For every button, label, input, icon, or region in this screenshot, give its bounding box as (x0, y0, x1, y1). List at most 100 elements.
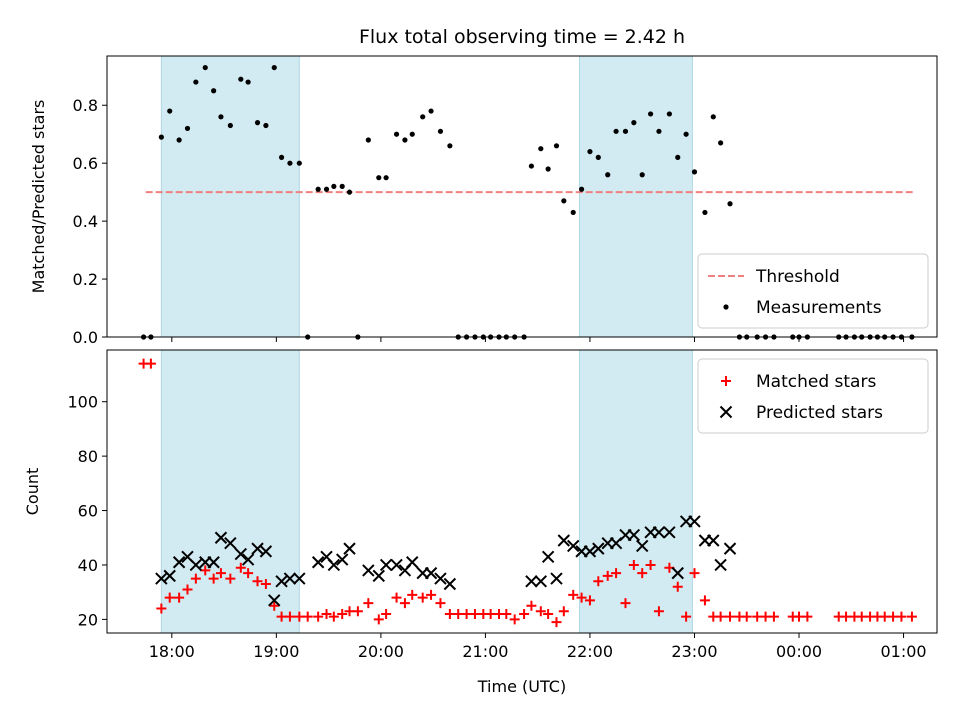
legend-swatch (723, 304, 729, 310)
data-point (424, 566, 438, 580)
data-point (628, 559, 639, 570)
data-point (675, 154, 681, 160)
data-point (278, 154, 285, 160)
data-point (501, 608, 512, 619)
data-point (691, 169, 698, 175)
data-point (526, 600, 537, 611)
data-point (189, 558, 203, 572)
data-point (561, 198, 567, 204)
data-point (584, 595, 595, 606)
data-point (689, 568, 700, 579)
data-point (435, 598, 446, 609)
data-point (558, 606, 569, 617)
data-point (727, 201, 733, 207)
legend-label: Threshold (755, 267, 840, 287)
data-point (200, 565, 211, 576)
data-point (302, 611, 313, 622)
data-point (550, 572, 563, 585)
data-point (363, 598, 374, 609)
data-point (613, 128, 619, 134)
data-point (570, 209, 576, 216)
data-point (578, 186, 585, 192)
data-point (337, 608, 348, 619)
x-tick-label: 21:00 (462, 642, 508, 661)
data-point (417, 592, 428, 603)
data-point (268, 594, 281, 607)
data-point (379, 558, 393, 572)
data-point (652, 526, 666, 539)
data-point (259, 545, 273, 558)
data-point (315, 186, 321, 192)
data-point (339, 183, 345, 189)
data-point (381, 608, 392, 619)
data-point (752, 611, 763, 622)
data-point (390, 558, 403, 572)
data-point (293, 572, 306, 585)
bottom-panel-counts: 18:00 19:00 20:00 21:00 22:00 23:00 00:00 01:00… (23, 349, 938, 661)
data-point (485, 608, 496, 619)
data-point (224, 536, 237, 550)
data-point (715, 611, 726, 622)
data-point (294, 611, 305, 622)
data-point (365, 137, 371, 143)
data-point (545, 166, 551, 172)
data-point (639, 172, 645, 178)
data-point (794, 611, 805, 622)
data-point (620, 598, 631, 609)
data-point (172, 556, 186, 569)
data-point (541, 550, 555, 564)
y-tick-label: 60 (78, 502, 98, 521)
data-point (768, 611, 779, 622)
data-point (645, 559, 656, 570)
data-point (534, 575, 548, 588)
data-point (710, 114, 716, 120)
data-point (331, 183, 337, 189)
data-point (553, 143, 560, 149)
y-tick-label: 0.0 (73, 328, 98, 347)
data-point (271, 64, 277, 71)
data-point (218, 114, 224, 120)
data-point (208, 573, 219, 584)
data-point (202, 64, 208, 71)
top-panel-ratio: 0.0 0.2 0.4 0.6 0.8 Matched/Predicted stars Th… (29, 55, 938, 347)
data-point (443, 577, 457, 591)
data-point (156, 603, 167, 614)
legend-box (697, 358, 929, 434)
legend-label: Measurements (756, 298, 882, 318)
legend-label: Matched stars (756, 372, 876, 392)
data-point (637, 568, 648, 579)
data-point (214, 531, 228, 544)
data-point (583, 545, 597, 558)
data-point (605, 172, 611, 178)
data-point (437, 128, 444, 134)
data-point (399, 598, 410, 609)
data-point (311, 556, 325, 569)
data-point (352, 606, 363, 617)
data-point (376, 175, 382, 181)
data-point (672, 581, 683, 592)
data-point (343, 542, 356, 555)
data-point (215, 568, 226, 579)
data-point (238, 76, 244, 82)
data-point (252, 576, 263, 587)
data-point (269, 600, 280, 611)
data-point (568, 589, 579, 600)
plot-area (145, 56, 915, 337)
data-point (391, 592, 402, 603)
legend-box (697, 253, 929, 329)
data-point (409, 131, 415, 137)
data-point (260, 579, 271, 590)
y-tick-label: 0.4 (73, 212, 98, 231)
data-point (707, 534, 720, 547)
data-point (714, 558, 727, 572)
data-point (328, 611, 339, 622)
data-point (344, 606, 355, 617)
data-point (190, 573, 201, 584)
data-point (856, 611, 867, 622)
data-point (718, 140, 724, 146)
shaded-interval-1 (160, 350, 300, 633)
y-tick-label: 80 (78, 447, 98, 466)
data-point (538, 146, 544, 152)
data-point (461, 608, 472, 619)
